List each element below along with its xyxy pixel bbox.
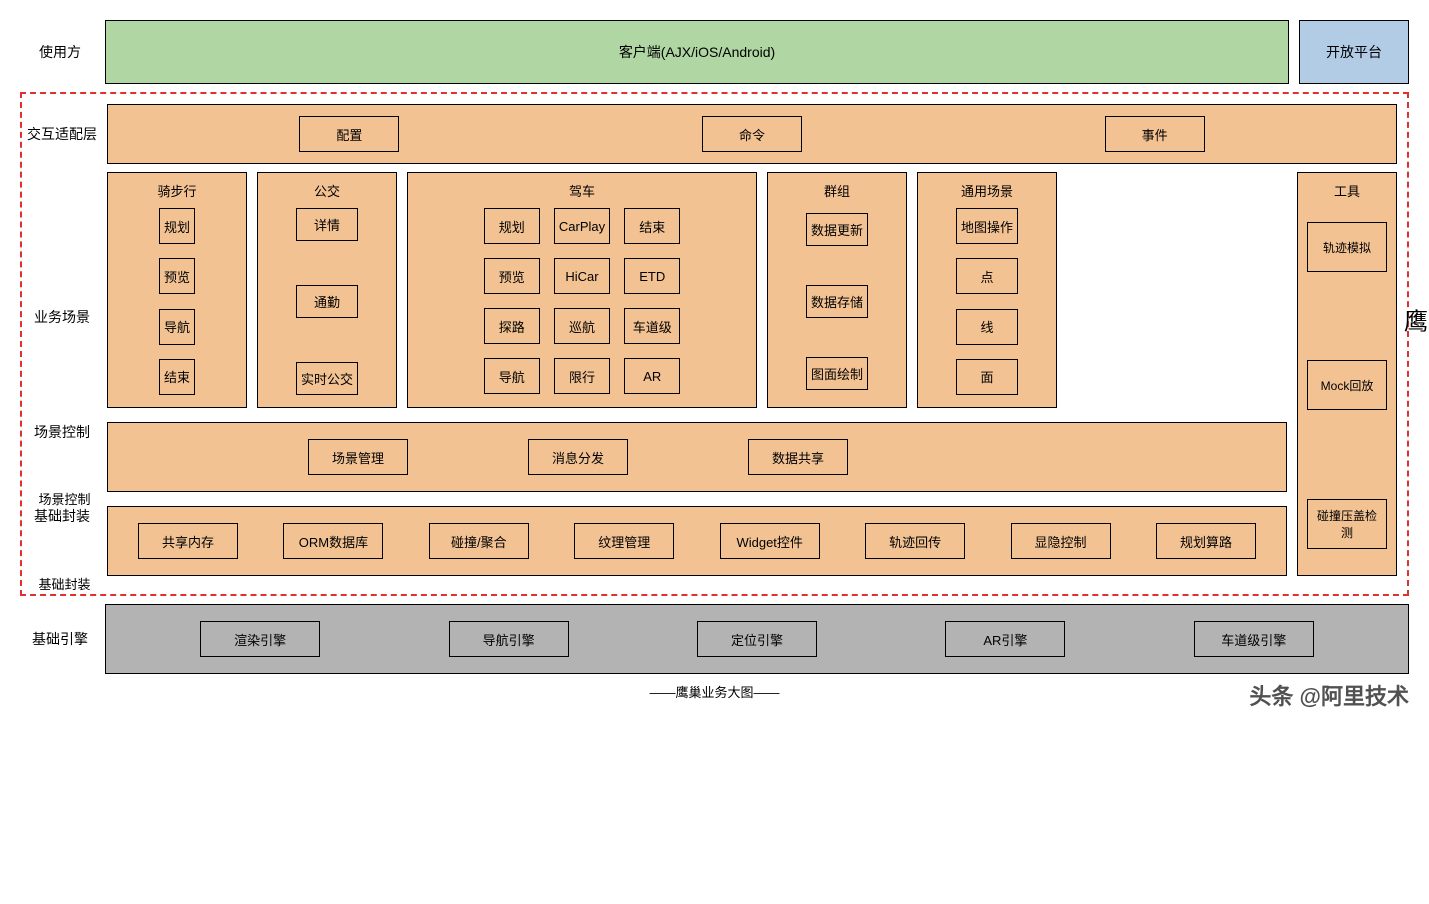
bus-detail: 详情 xyxy=(296,208,358,241)
drive-1: CarPlay xyxy=(554,208,610,244)
drive-9: 导航 xyxy=(484,358,540,394)
interaction-bar: 配置 命令 事件 xyxy=(107,104,1397,164)
row-scenes-wrap: 业务场景 骑步行 规划 预览 导航 结束 xyxy=(22,172,1397,576)
drive-0: 规划 xyxy=(484,208,540,244)
walk-preview: 预览 xyxy=(159,258,195,294)
scene-group: 群组 数据更新 数据存储 图面绘制 xyxy=(767,172,907,408)
common-2: 线 xyxy=(956,309,1018,345)
row-label-user: 使用方 xyxy=(20,20,105,84)
tools-2: 碰撞压盖检测 xyxy=(1307,499,1387,549)
bw-2: 碰撞/聚合 xyxy=(429,523,529,559)
drive-4: HiCar xyxy=(554,258,610,294)
caption: ——鹰巢业务大图—— xyxy=(20,682,1409,701)
scenectrl-2: 数据共享 xyxy=(748,439,848,475)
bw-7: 规划算路 xyxy=(1156,523,1256,559)
drive-10: 限行 xyxy=(554,358,610,394)
scene-common: 通用场景 地图操作 点 线 面 xyxy=(917,172,1057,408)
drive-8: 车道级 xyxy=(624,308,680,344)
eng-3: AR引擎 xyxy=(945,621,1065,657)
row-base-wrap: 基础封装 共享内存 ORM数据库 碰撞/聚合 纹理管理 Widget控件 轨迹回… xyxy=(107,506,1287,576)
row-label-base-engine: 基础引擎 xyxy=(20,604,105,674)
architecture-diagram: 使用方 客户端(AJX/iOS/Android) 开放平台 鹰巢 交互适配层 配… xyxy=(20,20,1409,701)
item-config: 配置 xyxy=(299,116,399,152)
scene-bus: 公交 详情 通勤 实时公交 xyxy=(257,172,397,408)
bw-1: ORM数据库 xyxy=(283,523,383,559)
label-base-wrap-abs: 基础封装 xyxy=(22,574,107,593)
group-title: 群组 xyxy=(824,181,850,200)
scenectrl-0: 场景管理 xyxy=(308,439,408,475)
tools-1: Mock回放 xyxy=(1307,360,1387,410)
walk-plan: 规划 xyxy=(159,208,195,244)
bw-3: 纹理管理 xyxy=(574,523,674,559)
drive-3: 预览 xyxy=(484,258,540,294)
eng-2: 定位引擎 xyxy=(697,621,817,657)
eng-0: 渲染引擎 xyxy=(200,621,320,657)
common-3: 面 xyxy=(956,359,1018,395)
drive-11: AR xyxy=(624,358,680,394)
bus-title: 公交 xyxy=(314,181,340,200)
bus-commute: 通勤 xyxy=(296,285,358,318)
item-event: 事件 xyxy=(1105,116,1205,152)
group-2: 图面绘制 xyxy=(806,357,868,390)
base-wrap-bar: 共享内存 ORM数据库 碰撞/聚合 纹理管理 Widget控件 轨迹回传 显隐控… xyxy=(107,506,1287,576)
eng-4: 车道级引擎 xyxy=(1194,621,1314,657)
common-0: 地图操作 xyxy=(956,208,1018,244)
drive-7: 巡航 xyxy=(554,308,610,344)
tools-0: 轨迹模拟 xyxy=(1307,222,1387,272)
row-base-engine: 基础引擎 渲染引擎 导航引擎 定位引擎 AR引擎 车道级引擎 xyxy=(20,604,1409,674)
open-platform-block: 开放平台 xyxy=(1299,20,1409,84)
walk-title: 骑步行 xyxy=(157,181,196,200)
drive-title: 驾车 xyxy=(569,181,595,200)
row-user: 使用方 客户端(AJX/iOS/Android) 开放平台 xyxy=(20,20,1409,84)
group-1: 数据存储 xyxy=(806,285,868,318)
row-label-scenes: 业务场景 xyxy=(22,172,107,462)
row-interaction: 交互适配层 配置 命令 事件 xyxy=(22,104,1397,164)
walk-nav: 导航 xyxy=(159,309,195,345)
scene-walk: 骑步行 规划 预览 导航 结束 xyxy=(107,172,247,408)
tools-title: 工具 xyxy=(1334,181,1360,200)
scene-ctrl-bar: 场景管理 消息分发 数据共享 xyxy=(107,422,1287,492)
label-scene-ctrl-abs: 场景控制 xyxy=(22,489,107,508)
drive-2: 结束 xyxy=(624,208,680,244)
brand-label: 鹰巢 xyxy=(1404,302,1429,337)
bw-4: Widget控件 xyxy=(720,523,820,559)
item-command: 命令 xyxy=(702,116,802,152)
client-block: 客户端(AJX/iOS/Android) xyxy=(105,20,1289,84)
bw-5: 轨迹回传 xyxy=(865,523,965,559)
row-scene-ctrl: 场景控制 场景管理 消息分发 数据共享 xyxy=(107,422,1287,492)
eagle-nest-region: 鹰巢 交互适配层 配置 命令 事件 业务场景 xyxy=(20,92,1409,596)
watermark: 头条 @阿里技术 xyxy=(1249,679,1409,711)
drive-6: 探路 xyxy=(484,308,540,344)
scene-tools: 工具 轨迹模拟 Mock回放 碰撞压盖检测 xyxy=(1297,172,1397,576)
row-label-scene-ctrl: 场景控制 xyxy=(22,422,107,442)
scenectrl-1: 消息分发 xyxy=(528,439,628,475)
engine-bar: 渲染引擎 导航引擎 定位引擎 AR引擎 车道级引擎 xyxy=(105,604,1409,674)
group-0: 数据更新 xyxy=(806,213,868,246)
scene-drive: 驾车 规划 CarPlay 结束 预览 HiCar ETD 探路 巡航 车道级 xyxy=(407,172,757,408)
drive-5: ETD xyxy=(624,258,680,294)
row-label-base-wrap: 基础封装 xyxy=(22,506,107,526)
bw-0: 共享内存 xyxy=(138,523,238,559)
row-label-interaction: 交互适配层 xyxy=(22,104,107,164)
bus-realtime: 实时公交 xyxy=(296,362,358,395)
common-title: 通用场景 xyxy=(961,181,1013,200)
eng-1: 导航引擎 xyxy=(449,621,569,657)
walk-end: 结束 xyxy=(159,359,195,395)
common-1: 点 xyxy=(956,258,1018,294)
bw-6: 显隐控制 xyxy=(1011,523,1111,559)
scene-groups: 骑步行 规划 预览 导航 结束 公交 详情 xyxy=(107,172,1287,408)
